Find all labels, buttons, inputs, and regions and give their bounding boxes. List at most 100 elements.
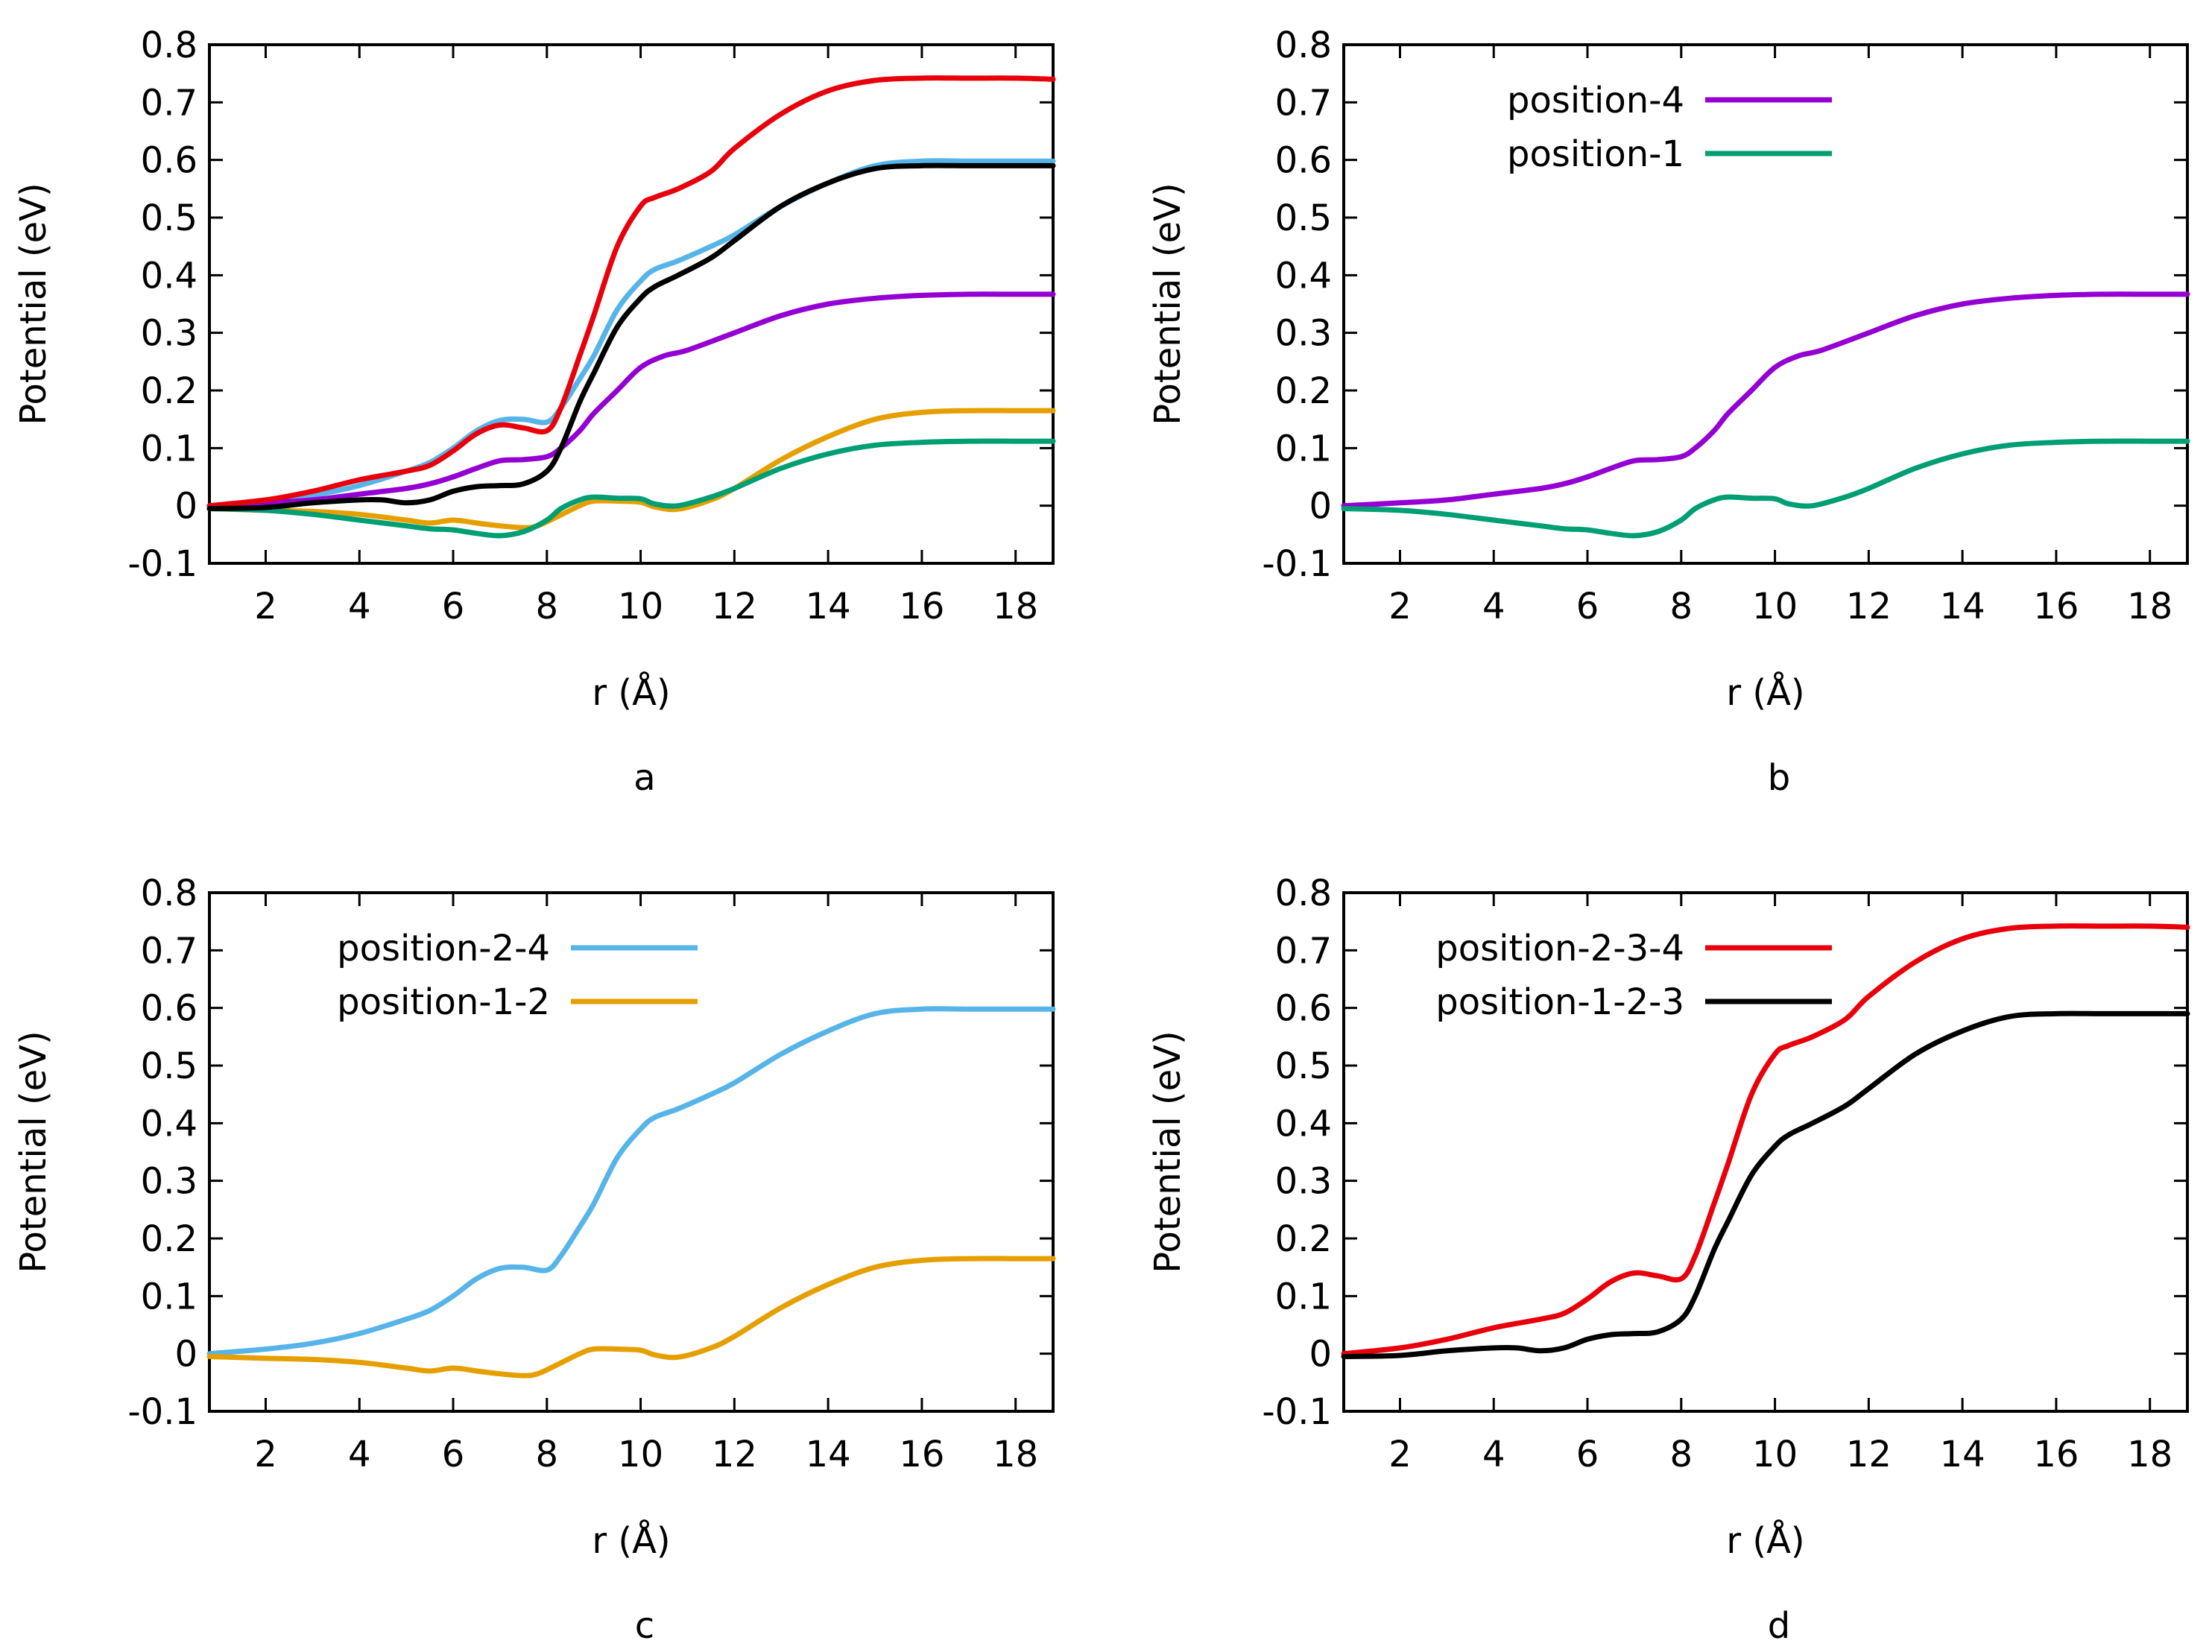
panel-label: d: [1768, 1605, 1790, 1647]
x-tick-label: 4: [1482, 586, 1505, 627]
x-tick-label: 2: [254, 1434, 277, 1475]
x-tick-label: 2: [254, 586, 277, 627]
chart-panel-a: -0.1 0 0.1 0.2 0.3 0.4 0.5 0.6 0.7 0.8 2 4 6 8 10 12 14 1…: [13, 25, 1056, 799]
x-tick-label: 14: [1940, 1434, 1985, 1475]
x-tick-label: 14: [806, 1434, 851, 1475]
x-tick-label: 12: [1846, 586, 1892, 627]
y-tick-label: 0.2: [1275, 1218, 1332, 1260]
x-tick-label: 6: [1576, 1434, 1599, 1475]
y-tick-label: 0.7: [141, 930, 197, 972]
series-line-position-1-2: [206, 408, 1056, 531]
y-axis-label: Potential (eV): [1147, 1031, 1189, 1273]
legend-label: position-1-2-3: [1435, 981, 1684, 1023]
x-tick-label: 4: [348, 586, 371, 627]
panel-label: a: [633, 757, 655, 799]
y-tick-label: 0.3: [1275, 313, 1332, 355]
x-tick-label: 2: [1388, 586, 1412, 627]
chart-panel-b: -0.1 0 0.1 0.2 0.3 0.4 0.5 0.6 0.7 0.8 2 4 6 8 10 12 14 1…: [1147, 25, 2190, 799]
x-tick-label: 6: [442, 586, 465, 627]
x-axis-label: r (Å): [592, 1519, 670, 1562]
y-tick-label: 0.7: [1275, 930, 1332, 972]
y-tick-label: 0.7: [141, 82, 197, 124]
y-tick-label: 0.6: [1275, 140, 1332, 182]
legend-label: position-4: [1507, 80, 1684, 121]
x-tick-label: 14: [806, 586, 851, 627]
y-tick-label: 0.7: [1275, 82, 1332, 124]
y-tick-label: -0.1: [127, 1391, 197, 1433]
series-line-position-1: [1341, 438, 2190, 539]
y-axis-label: Potential (eV): [13, 183, 54, 425]
x-tick-label: 8: [536, 1434, 559, 1475]
y-tick-label: 0: [174, 1334, 197, 1376]
series-line-position-1-2: [206, 1256, 1056, 1379]
x-tick-label: 18: [2127, 1434, 2172, 1475]
y-tick-label: 0.4: [1275, 255, 1332, 297]
series-line-position-4: [206, 291, 1056, 509]
x-axis-label: r (Å): [1726, 1519, 1804, 1562]
panel-label: c: [635, 1605, 654, 1647]
plot-frame: [1342, 891, 2189, 1413]
y-tick-label: 0.3: [1275, 1161, 1332, 1203]
legend-label: position-2-4: [337, 928, 550, 969]
series-line-position-1-2-3: [1341, 1010, 2190, 1359]
x-tick-label: 12: [1846, 1434, 1892, 1475]
series-line-position-1: [206, 438, 1056, 539]
panel-label: b: [1768, 757, 1790, 799]
x-tick-label: 10: [618, 1434, 663, 1475]
y-tick-label: 0.6: [141, 140, 197, 182]
plot-frame: [208, 43, 1055, 565]
chart-panel-d: -0.1 0 0.1 0.2 0.3 0.4 0.5 0.6 0.7 0.8 2 4 6 8 10 12 14 1…: [1147, 873, 2190, 1647]
y-tick-label: 0.4: [141, 1103, 197, 1145]
legend-label: position-1-2: [337, 981, 550, 1023]
plot-frame: [208, 891, 1055, 1413]
series-line-position-2-4: [206, 1006, 1056, 1357]
legend: position-4 position-1: [1507, 80, 1832, 175]
legend-label: position-1: [1507, 133, 1684, 175]
y-tick-label: 0.1: [141, 1276, 197, 1317]
x-tick-label: 16: [899, 1434, 944, 1475]
x-tick-label: 8: [536, 586, 559, 627]
x-tick-label: 16: [899, 586, 944, 627]
y-tick-label: 0: [1309, 1334, 1332, 1376]
y-tick-label: 0.8: [141, 873, 197, 914]
y-tick-label: -0.1: [1262, 543, 1332, 585]
x-tick-label: 6: [1576, 586, 1599, 627]
x-tick-label: 12: [712, 1434, 757, 1475]
plot-frame: [1342, 43, 2189, 565]
x-tick-label: 4: [348, 1434, 371, 1475]
series-line-position-2-3-4: [206, 75, 1056, 509]
y-tick-label: 0.4: [141, 255, 197, 297]
y-tick-label: 0.6: [141, 988, 197, 1030]
y-tick-label: 0.1: [1275, 1276, 1332, 1317]
series-line-position-4: [1341, 291, 2190, 509]
x-tick-label: 12: [712, 586, 757, 627]
y-tick-label: 0.2: [1275, 370, 1332, 412]
x-tick-label: 8: [1670, 586, 1693, 627]
y-tick-label: 0.5: [1275, 1045, 1332, 1087]
x-tick-label: 18: [993, 586, 1038, 627]
y-tick-label: 0.8: [1275, 873, 1332, 914]
y-tick-label: 0.5: [141, 1045, 197, 1087]
y-tick-label: 0.1: [1275, 428, 1332, 469]
y-tick-label: 0.3: [141, 1161, 197, 1203]
y-tick-label: 0: [1309, 486, 1332, 528]
legend: position-2-3-4 position-1-2-3: [1435, 928, 1832, 1023]
x-axis-label: r (Å): [592, 671, 670, 714]
x-axis-label: r (Å): [1726, 671, 1804, 714]
x-tick-label: 16: [2033, 1434, 2079, 1475]
y-tick-label: 0.5: [141, 197, 197, 239]
x-tick-label: 14: [1940, 586, 1985, 627]
y-axis-label: Potential (eV): [13, 1031, 54, 1273]
y-tick-label: 0.8: [1275, 25, 1332, 66]
y-tick-label: 0: [174, 486, 197, 528]
legend-label: position-2-3-4: [1435, 928, 1684, 969]
x-tick-label: 8: [1670, 1434, 1693, 1475]
y-tick-label: 0.2: [141, 1218, 197, 1260]
x-tick-label: 18: [993, 1434, 1038, 1475]
y-tick-label: 0.2: [141, 370, 197, 412]
series-line-position-2-4: [206, 158, 1056, 509]
y-tick-label: 0.5: [1275, 197, 1332, 239]
y-tick-label: 0.4: [1275, 1103, 1332, 1145]
series-line-position-1-2-3: [206, 162, 1056, 511]
x-tick-label: 10: [618, 586, 663, 627]
